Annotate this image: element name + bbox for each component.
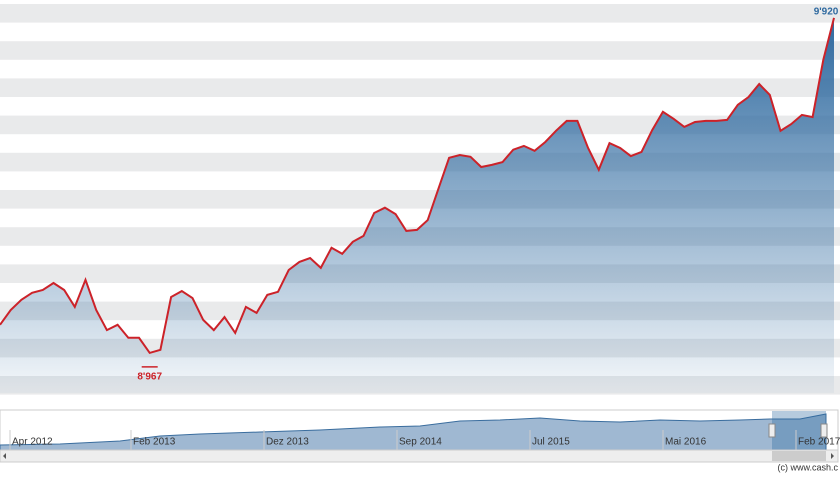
plot: 8'967 9'920 <box>0 7 839 394</box>
navigator-label: Feb 2017 <box>798 437 840 448</box>
navigator-label: Apr 2012 <box>12 437 53 448</box>
max-label: 9'920 <box>814 7 839 18</box>
credit: (c) www.cash.c <box>777 462 838 472</box>
navigator-labels: Apr 2012 Feb 2013 Dez 2013 Sep 2014 Jul 2015… <box>9 430 840 450</box>
min-label: 8'967 <box>137 372 162 383</box>
navigator-handle[interactable] <box>820 423 828 438</box>
scrollbar[interactable] <box>0 449 839 463</box>
stripe <box>0 115 840 135</box>
navigator-series <box>0 413 827 451</box>
navigator-label: Feb 2013 <box>133 437 176 448</box>
navigator-selection[interactable] <box>772 411 826 450</box>
stripe <box>0 41 840 60</box>
area <box>0 17 834 394</box>
navigator-label: Sep 2014 <box>399 437 442 448</box>
navigator-label: Dez 2013 <box>266 437 309 448</box>
scrollbar-thumb[interactable] <box>772 451 826 461</box>
line <box>0 17 835 355</box>
navigator <box>0 409 839 463</box>
stripe <box>0 78 840 97</box>
stripe <box>0 4 840 23</box>
navigator-label: Jul 2015 <box>532 437 570 448</box>
navigator-handle[interactable] <box>768 423 776 438</box>
navigator-label: Mai 2016 <box>665 437 707 448</box>
